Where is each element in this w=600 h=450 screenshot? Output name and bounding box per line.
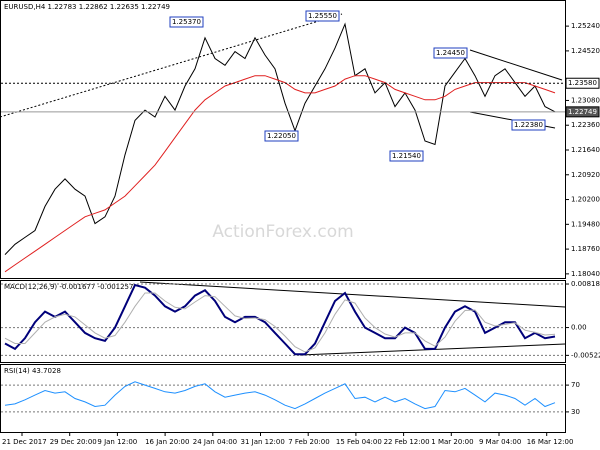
- series-line: [4, 292, 556, 353]
- y-tick-label: 1.19480: [571, 220, 600, 228]
- price-level-box: [565, 77, 600, 89]
- series-line: [4, 381, 556, 410]
- annotation: 1.21540: [392, 152, 421, 160]
- y-tick-label: 70: [571, 381, 580, 389]
- x-tick-label: 31 Jan 12:00: [241, 438, 285, 446]
- y-tick-label: 1.23080: [571, 96, 600, 104]
- y-tick-label: 1.22360: [571, 121, 600, 129]
- y-tick-label: 1.20920: [571, 171, 600, 179]
- annotation-box: [169, 16, 204, 28]
- y-tick-label: 1.21640: [571, 146, 600, 154]
- trend-line: [0, 13, 343, 118]
- rsi-title: RSI(14) 43.7028: [4, 367, 61, 375]
- chart-title: EURUSD,H4 1.22783 1.22862 1.22635 1.2274…: [4, 3, 170, 11]
- annotation-box: [305, 10, 340, 22]
- y-tick-label: 0.008182: [571, 280, 600, 288]
- annotation: 1.22050: [267, 132, 296, 140]
- price-level-box: [565, 106, 600, 118]
- x-tick-label: 15 Feb 04:00: [336, 438, 382, 446]
- series-line: [4, 75, 556, 273]
- y-tick-label: 0.00: [571, 324, 587, 332]
- x-tick-label: 9 Jan 12:00: [97, 438, 137, 446]
- y-tick-label: 1.18760: [571, 245, 600, 253]
- x-tick-label: 22 Feb 12:00: [384, 438, 430, 446]
- annotation: 1.25370: [172, 18, 201, 26]
- series-line: [4, 22, 556, 255]
- y-tick-label: 1.24520: [571, 47, 600, 55]
- macd-title: MACD(12,26,9) -0.001677 -0.001257: [4, 283, 133, 291]
- y-tick-label: 30: [571, 408, 580, 416]
- y-tick-label: 1.18040: [571, 270, 600, 278]
- x-tick-label: 7 Feb 20:00: [288, 438, 329, 446]
- x-tick-label: 9 Mar 04:00: [479, 438, 521, 446]
- y-tick-label: 1.25240: [571, 22, 600, 30]
- y-tick-label: -0.005223: [571, 351, 600, 359]
- x-tick-label: 16 Mar 12:00: [527, 438, 574, 446]
- macd-panel: [0, 280, 566, 363]
- price-level-label: 1.22749: [568, 108, 597, 116]
- price-panel: [0, 0, 566, 279]
- x-tick-label: 1 Mar 20:00: [431, 438, 473, 446]
- series-line: [4, 283, 556, 356]
- x-tick-label: 29 Dec 20:00: [50, 438, 97, 446]
- annotation-box: [433, 47, 468, 59]
- annotation: 1.24450: [436, 49, 465, 57]
- annotation: 1.25550: [308, 12, 337, 20]
- annotation-box: [264, 130, 299, 142]
- x-tick-label: 24 Jan 04:00: [193, 438, 237, 446]
- price-level-label: 1.23580: [568, 79, 597, 87]
- x-tick-label: 16 Jan 20:00: [145, 438, 189, 446]
- x-tick-label: 21 Dec 2017: [2, 438, 47, 446]
- channel-line: [469, 49, 563, 81]
- watermark: ActionForex.com: [212, 222, 353, 242]
- rsi-panel: [0, 364, 566, 433]
- y-tick-label: 1.20200: [571, 196, 600, 204]
- annotation: 1.22380: [514, 121, 543, 129]
- macd-trend-line: [139, 281, 566, 308]
- annotation-box: [389, 150, 424, 162]
- annotation-box: [511, 119, 546, 131]
